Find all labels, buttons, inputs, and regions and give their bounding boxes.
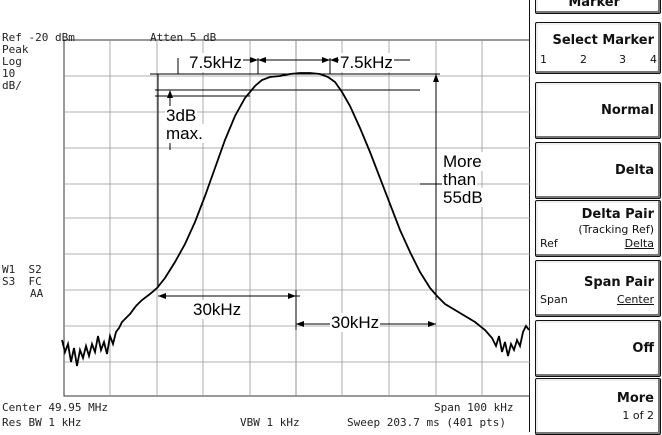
dimension-lines [150, 58, 470, 330]
marker-1-option[interactable]: 1 [540, 53, 547, 66]
annotation-rejection-line3: 55dB [442, 188, 484, 207]
softkey-panel: Marker Select Marker 1 2 3 4 Normal Delt… [533, 0, 662, 435]
annotation-ripple-line2: max. [165, 124, 204, 143]
annotation-rejection-line2: than [442, 170, 478, 189]
video-bandwidth-readout: VBW 1 kHz [240, 416, 300, 429]
annotation-left-7-5khz: 7.5kHz [188, 53, 243, 72]
annotation-bandwidth-left: 30kHz [192, 300, 243, 319]
annotation-bandwidth-right: 30kHz [330, 313, 381, 332]
marker-3-option[interactable]: 3 [619, 53, 626, 66]
analyzer-screen: Ref -20 dBm Atten 5 dB Peak Log 10 dB/ W… [0, 0, 530, 433]
annotation-right-7-5khz: 7.5kHz [339, 53, 394, 72]
more-softkey[interactable]: More 1 of 2 [535, 378, 661, 435]
spectrum-plot [61, 39, 530, 397]
attenuation-readout: Atten 5 dB [150, 31, 217, 44]
trace-status-2: S3 FC [2, 275, 42, 288]
dimension-arrowheads [158, 57, 439, 327]
detector-mode: Peak [2, 43, 29, 56]
select-marker-softkey[interactable]: Select Marker 1 2 3 4 [535, 22, 661, 74]
scale-value: 10 [2, 67, 16, 80]
annotation-ripple-line1: 3dB [165, 106, 198, 125]
trace-status-3: AA [30, 287, 44, 300]
marker-2-option[interactable]: 2 [580, 53, 587, 66]
marker-4-option[interactable]: 4 [650, 53, 657, 66]
normal-softkey[interactable]: Normal [535, 82, 661, 139]
span-pair-softkey[interactable]: Span Pair Span Center [535, 260, 661, 317]
trace-status-1: W1 S2 [2, 263, 42, 276]
span-readout: Span 100 kHz [434, 401, 514, 414]
off-softkey[interactable]: Off [535, 320, 661, 377]
scale-type: Log [2, 55, 22, 68]
graticule [63, 39, 530, 397]
resolution-bandwidth-readout: Res BW 1 kHz [2, 416, 82, 429]
center-frequency-readout: Center 49.95 MHz [2, 401, 108, 414]
delta-pair-softkey[interactable]: Delta Pair (Tracking Ref) Ref Delta [535, 200, 661, 257]
scale-unit: dB/ [2, 79, 22, 92]
delta-softkey[interactable]: Delta [535, 142, 661, 199]
filter-response-trace [61, 72, 530, 367]
annotation-rejection-line1: More [442, 152, 483, 171]
marker-menu-header: Marker [535, 0, 661, 14]
ref-level-readout: Ref -20 dBm [2, 31, 75, 44]
sweep-time-readout: Sweep 203.7 ms (401 pts) [347, 416, 506, 429]
